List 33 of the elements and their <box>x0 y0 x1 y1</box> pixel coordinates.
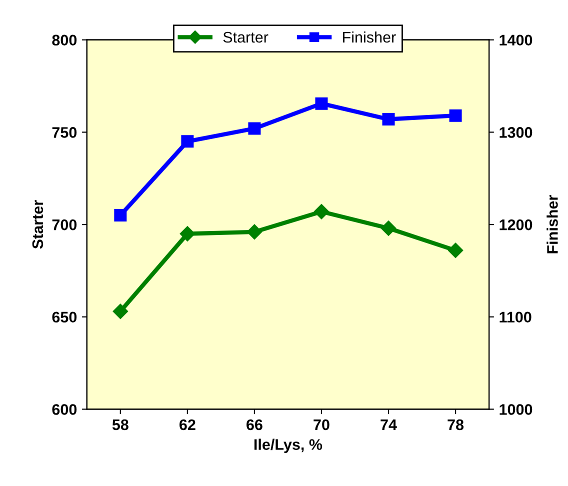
point <box>248 122 261 135</box>
y2-tick-label: 1000 <box>500 404 532 415</box>
y2-tick-label: 1100 <box>500 312 532 323</box>
x-tick-label: 66 <box>246 419 262 430</box>
x-tick-label: 58 <box>112 419 128 430</box>
x-tick-label: 74 <box>380 419 397 430</box>
y-tick-label: 650 <box>52 312 77 323</box>
legend-label: Finisher <box>343 31 396 43</box>
x-axis-title: Ile/Lys, % <box>254 438 322 453</box>
y2-tick-label: 1300 <box>500 127 532 138</box>
point <box>114 209 127 222</box>
y-tick-label: 700 <box>52 219 77 230</box>
point <box>112 304 128 319</box>
y-tick-label: 600 <box>52 404 77 415</box>
point <box>180 226 196 242</box>
point <box>382 113 395 126</box>
legend-label: Starter <box>223 32 268 43</box>
x-tick-label: 62 <box>180 419 196 430</box>
point <box>380 220 396 236</box>
y2-axis-title: Finisher <box>546 195 558 254</box>
x-tick-label: 70 <box>314 419 330 430</box>
y-tick-label: 800 <box>52 34 77 46</box>
point <box>246 224 262 240</box>
x-tick-label: 78 <box>448 419 464 430</box>
y-tick-label: 750 <box>52 127 77 138</box>
point <box>448 242 464 258</box>
y2-tick-label: 1400 <box>500 34 532 46</box>
y2-tick-label: 1200 <box>500 219 532 230</box>
y-axis-title: Starter <box>32 200 44 249</box>
point <box>181 135 194 148</box>
point <box>315 97 328 110</box>
point <box>449 109 462 122</box>
point <box>314 204 330 220</box>
